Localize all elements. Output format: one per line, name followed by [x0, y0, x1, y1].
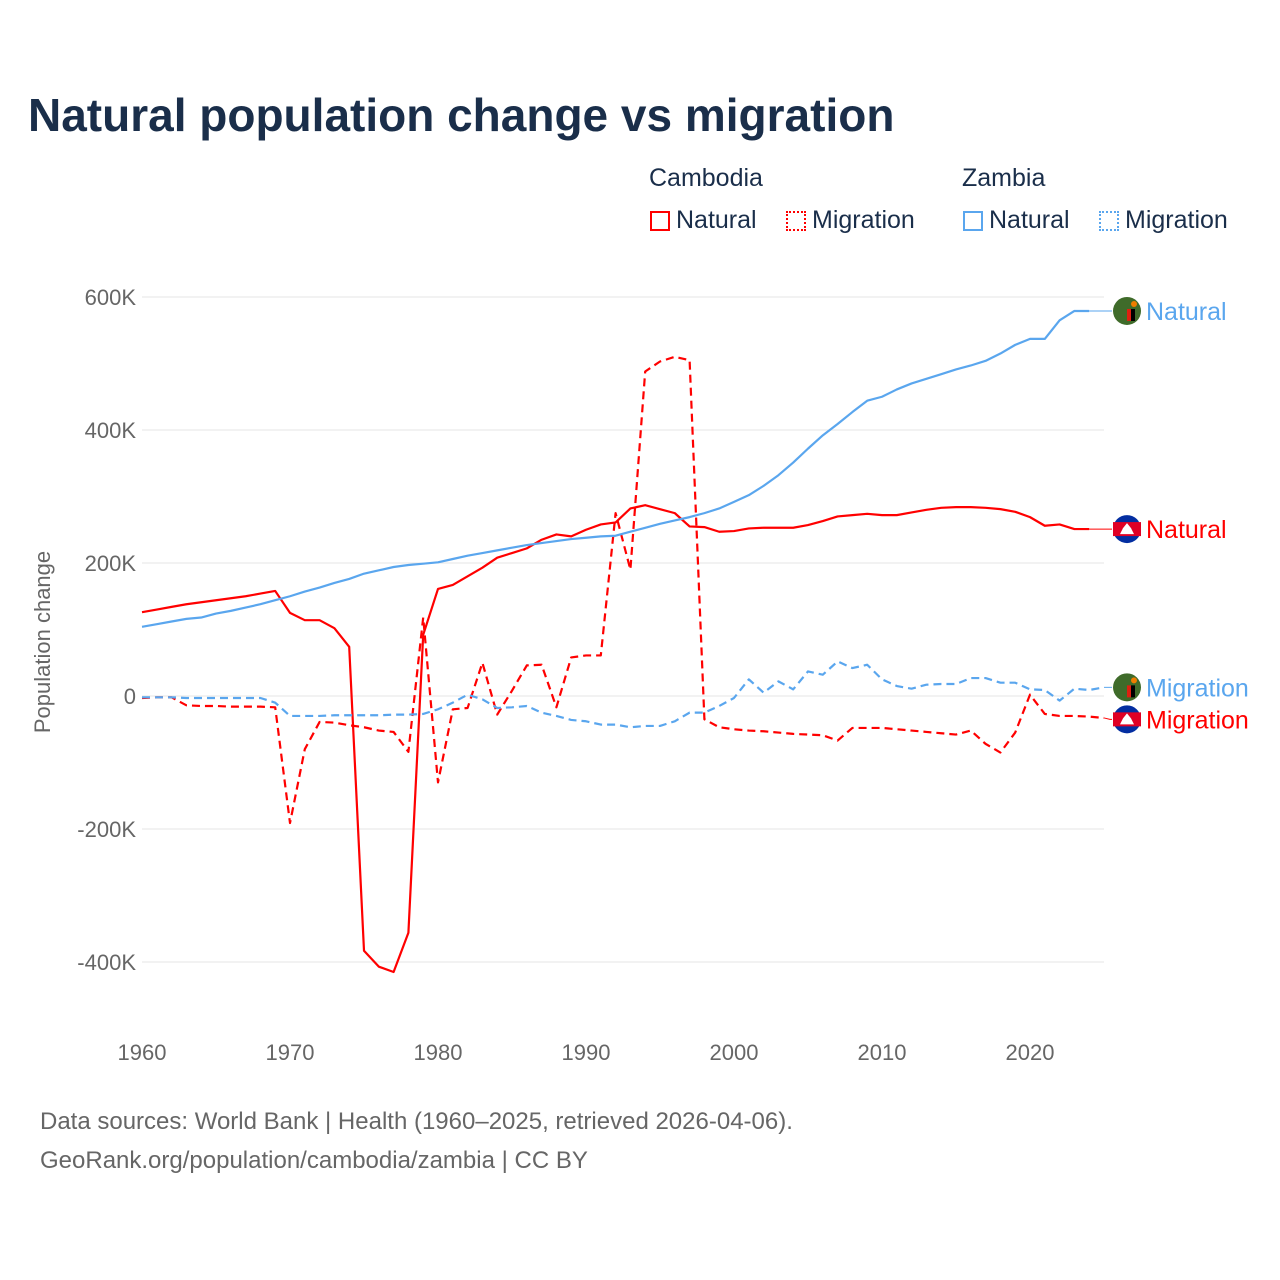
- chart-title: Natural population change vs migration: [28, 89, 895, 141]
- end-label-zambia-natural: Natural: [1146, 298, 1227, 326]
- flag-stripe: [1131, 308, 1135, 321]
- legend-swatch-dotted: [1099, 210, 1119, 231]
- series-line-zambia-migration: [142, 660, 1105, 729]
- cambodia-flag-icon: [1113, 705, 1141, 734]
- flag-temple: [1120, 713, 1134, 725]
- x-tick-label: 2010: [858, 1040, 907, 1065]
- legend-swatch-solid: [650, 210, 670, 231]
- source-line-1: Data sources: World Bank | Health (1960–…: [40, 1108, 793, 1135]
- zambia-flag-icon: [1113, 673, 1141, 702]
- flag-eagle: [1131, 300, 1137, 307]
- y-tick-label: 600K: [85, 285, 137, 310]
- legend-label: Migration: [1125, 206, 1228, 234]
- x-tick-label: 2020: [1006, 1040, 1055, 1065]
- end-label-zambia-migration: Migration: [1146, 674, 1249, 702]
- legend-swatch-solid: [963, 210, 983, 231]
- series-line-zambia-natural: [141, 309, 1090, 628]
- cambodia-flag-icon: [1113, 515, 1141, 544]
- x-tick-label: 1970: [266, 1040, 315, 1065]
- x-tick-label: 1990: [562, 1040, 611, 1065]
- flag-stripe: [1127, 685, 1131, 698]
- source-line-2[interactable]: GeoRank.org/population/cambodia/zambia |…: [40, 1147, 588, 1174]
- legend-group-cambodia: Cambodia: [649, 164, 763, 192]
- flag-stripe: [1131, 685, 1135, 698]
- legend-label: Natural: [676, 206, 757, 234]
- y-tick-label: 400K: [85, 418, 137, 443]
- x-tick-label: 2000: [710, 1040, 759, 1065]
- y-tick-label: 200K: [85, 551, 137, 576]
- y-tick-label: -200K: [77, 817, 136, 842]
- connector-line: [1103, 717, 1112, 720]
- x-tick-label: 1980: [414, 1040, 463, 1065]
- flag-eagle: [1131, 677, 1137, 684]
- legend-cambodia-natural[interactable]: Natural: [650, 206, 757, 235]
- zambia-flag-icon: [1113, 296, 1141, 325]
- legend-cambodia-migration[interactable]: Migration: [786, 206, 915, 235]
- end-label-cambodia-migration: Migration: [1146, 706, 1249, 734]
- y-tick-label: 0: [124, 684, 136, 709]
- x-tick-label: 1960: [118, 1040, 167, 1065]
- legend-label: Natural: [989, 206, 1070, 234]
- y-tick-label: -400K: [77, 950, 136, 975]
- flag-stripe: [1127, 308, 1131, 321]
- legend-swatch-dotted: [786, 210, 806, 231]
- y-axis-label: Population change: [30, 551, 55, 733]
- series-line-cambodia-natural: [141, 504, 1090, 974]
- legend-zambia-natural[interactable]: Natural: [963, 206, 1070, 235]
- legend-label: Migration: [812, 206, 915, 234]
- flag-temple: [1120, 523, 1134, 535]
- legend-zambia-migration[interactable]: Migration: [1099, 206, 1228, 235]
- series-line-cambodia-migration: [141, 355, 1105, 825]
- legend-group-zambia: Zambia: [962, 164, 1046, 192]
- end-label-cambodia-natural: Natural: [1146, 516, 1227, 544]
